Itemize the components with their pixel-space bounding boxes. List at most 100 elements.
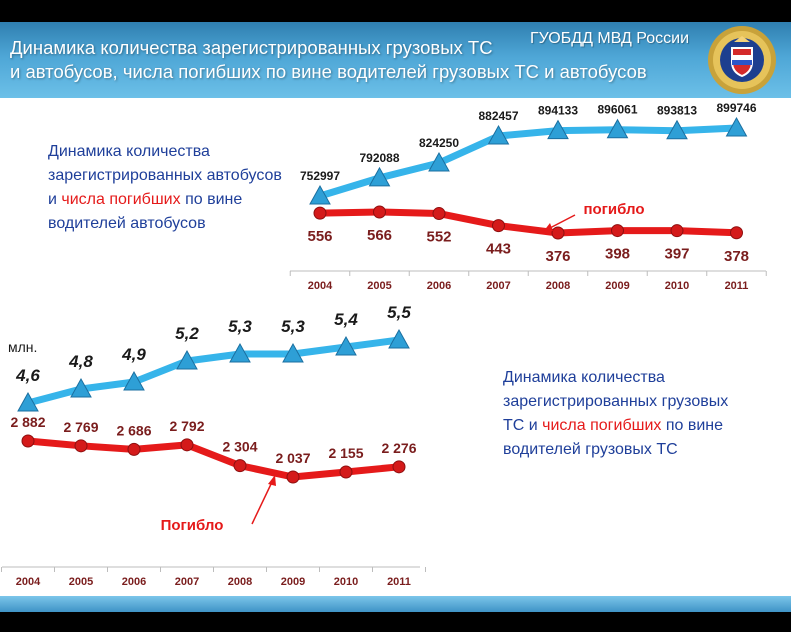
footer-band (0, 596, 791, 612)
deaths-point-2006 (127, 442, 141, 456)
deaths-point-2005 (373, 205, 386, 219)
x-tick-label-2010: 2010 (334, 576, 358, 588)
registered-point-2007 (487, 124, 510, 145)
x-tick-label-2011: 2011 (387, 576, 411, 588)
deaths-label-2004: 556 (307, 228, 332, 245)
deaths-label-2009: 398 (605, 246, 630, 263)
truck-caption-text-red: числа погибших (542, 417, 662, 434)
registered-point-2008 (229, 342, 251, 363)
bus-caption-text-red: числа погибших (61, 191, 181, 208)
deaths-label-2009: 2 037 (275, 450, 310, 466)
registered-label-2008: 5,3 (228, 317, 252, 336)
registered-point-2011 (725, 116, 748, 137)
bus-chart: 2004 2005 2006 2007 2008 2009 2010 2011 752997 79… (289, 101, 767, 292)
deaths-label-2007: 443 (486, 241, 511, 258)
deaths-point-2008 (233, 459, 247, 473)
registered-label-2011: 5,5 (387, 303, 411, 322)
deaths-label-2011: 2 276 (381, 440, 416, 456)
series-line-1 (316, 208, 740, 237)
registered-label-2005: 792088 (359, 151, 399, 165)
x-tick-label-2004: 2004 (308, 280, 333, 292)
registered-point-2009 (606, 118, 629, 139)
agency-name: ГУОБДД МВД России (530, 30, 690, 47)
registered-point-2007 (176, 349, 198, 370)
x-tick-label-2007: 2007 (175, 576, 199, 588)
police-emblem-icon (708, 26, 776, 94)
registered-point-2004 (309, 184, 331, 205)
registered-label-2006: 824250 (419, 136, 459, 150)
deaths-point-2011 (392, 460, 406, 474)
registered-label-2010: 5,4 (334, 310, 358, 329)
deaths-annotation-arrowhead (268, 475, 276, 486)
deaths-label-2006: 2 686 (116, 422, 151, 438)
slide-title-line1: Динамика количества зарегистрированных г… (10, 37, 493, 58)
series-line-0 (316, 124, 740, 200)
registered-label-2008: 894133 (538, 104, 578, 118)
x-tick-label-2008: 2008 (228, 576, 252, 588)
deaths-point-2004 (313, 206, 327, 220)
deaths-point-2010 (670, 224, 684, 238)
bus-caption-text-1: Динамика количества зарегистрированных а… (48, 143, 282, 208)
deaths-annotation-label: погибло (583, 201, 644, 218)
deaths-point-2010 (339, 465, 353, 479)
deaths-label-2008: 376 (545, 248, 570, 265)
top-letterbox (0, 0, 791, 22)
slide-header: Динамика количества зарегистрированных г… (0, 22, 791, 98)
truck-caption-text-2: по вине водителей грузовых ТС (503, 417, 724, 458)
registered-label-2007: 5,2 (175, 324, 199, 343)
slide-title: Динамика количества зарегистрированных г… (10, 36, 690, 84)
deaths-label-2010: 397 (664, 246, 689, 263)
x-tick-label-2004: 2004 (16, 576, 41, 588)
series-line-1 (24, 437, 403, 481)
x-tick-label-2006: 2006 (427, 280, 451, 292)
registered-label-2004: 752997 (300, 169, 340, 183)
deaths-label-2006: 552 (426, 229, 451, 246)
x-tick-label-2005: 2005 (69, 576, 93, 588)
registered-point-2009 (282, 342, 304, 363)
registered-point-2005 (368, 166, 391, 187)
bottom-letterbox (0, 612, 791, 632)
registered-label-2005: 4,8 (68, 352, 93, 371)
registered-point-2005 (70, 377, 92, 398)
registered-point-2004 (17, 391, 39, 412)
deaths-annotation-arrowhead (543, 223, 553, 232)
registered-point-2008 (547, 119, 569, 140)
series-line-0 (24, 336, 403, 407)
registered-label-2011: 899746 (716, 101, 756, 115)
deaths-annotation-arrow (547, 214, 576, 230)
registered-label-2004: 4,6 (15, 366, 40, 385)
deaths-annotation-label: Погибло (161, 517, 224, 534)
x-tick-label-2009: 2009 (281, 576, 305, 588)
deaths-point-2008 (551, 226, 565, 240)
registered-point-2010 (335, 335, 357, 356)
unit-label: млн. (8, 339, 37, 355)
deaths-label-2008: 2 304 (222, 439, 257, 455)
x-tick-label-2010: 2010 (665, 280, 689, 292)
x-tick-label-2009: 2009 (605, 280, 629, 292)
x-tick-label-2006: 2006 (122, 576, 146, 588)
registered-point-2006 (428, 151, 450, 172)
x-tick-label-2011: 2011 (725, 280, 749, 292)
registered-label-2009: 5,3 (281, 317, 305, 336)
bus-caption-text-2: по вине водителей автобусов (48, 191, 243, 232)
deaths-point-2011 (730, 226, 743, 240)
registered-label-2007: 882457 (478, 109, 518, 123)
registered-point-2010 (666, 119, 688, 140)
slide-title-line2: и автобусов, числа погибших по вине води… (10, 61, 647, 82)
deaths-label-2005: 566 (367, 227, 392, 244)
x-tick-label-2008: 2008 (546, 280, 570, 292)
truck-chart: 2004 2005 2006 2007 2008 2009 2010 2011 4,6 4,8 4,… (1, 303, 426, 588)
deaths-point-2005 (74, 439, 88, 453)
deaths-point-2007 (180, 438, 194, 452)
x-tick-label-2007: 2007 (486, 280, 510, 292)
deaths-label-2007: 2 792 (169, 418, 204, 434)
deaths-label-2010: 2 155 (328, 445, 363, 461)
registered-point-2011 (388, 328, 410, 349)
deaths-label-2005: 2 769 (63, 419, 98, 435)
x-tick-label-2005: 2005 (367, 280, 391, 292)
deaths-label-2011: 378 (724, 248, 749, 265)
registered-label-2010: 893813 (657, 104, 697, 118)
registered-label-2009: 896061 (597, 103, 637, 117)
